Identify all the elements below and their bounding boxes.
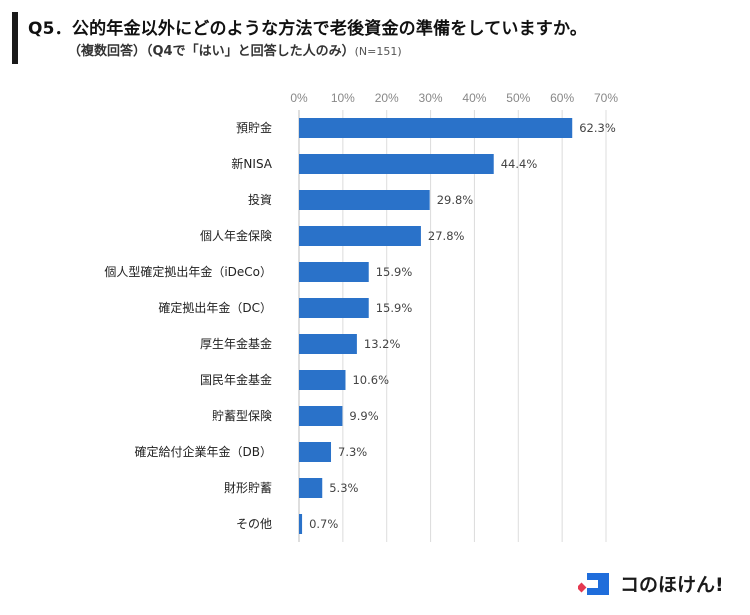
value-label: 29.8% xyxy=(437,193,474,207)
logo-text: コのほけん! xyxy=(620,574,724,596)
category-label: 個人年金保険 xyxy=(200,228,272,243)
bar xyxy=(299,370,346,390)
value-label: 10.6% xyxy=(352,373,389,387)
value-label: 44.4% xyxy=(501,157,538,171)
value-label: 15.9% xyxy=(376,265,413,279)
page-subtitle: （複数回答）（Q4で「はい」と回答した人のみ）(N=151) xyxy=(68,40,402,59)
sample-size: (N=151) xyxy=(354,45,402,58)
value-label: 13.2% xyxy=(364,337,401,351)
value-label: 15.9% xyxy=(376,301,413,315)
category-label: その他 xyxy=(236,517,272,531)
x-tick-label: 50% xyxy=(506,91,530,105)
subtitle-text: （複数回答）（Q4で「はい」と回答した人のみ） xyxy=(68,44,355,59)
page-title: Q5．公的年金以外にどのような方法で老後資金の準備をしていますか。 xyxy=(28,19,588,39)
category-label: 厚生年金基金 xyxy=(200,336,272,351)
value-label: 27.8% xyxy=(428,229,465,243)
brand-logo: コのほけん! xyxy=(578,570,724,597)
title-accent-bar xyxy=(12,12,18,64)
x-tick-label: 0% xyxy=(290,91,308,105)
x-tick-label: 60% xyxy=(550,91,574,105)
x-tick-label: 10% xyxy=(331,91,355,105)
bar xyxy=(299,478,323,498)
value-label: 7.3% xyxy=(338,445,367,459)
x-tick-label: 40% xyxy=(462,91,486,105)
x-tick-label: 20% xyxy=(375,91,399,105)
category-label: 財形貯蓄 xyxy=(224,480,272,495)
x-tick-label: 30% xyxy=(419,91,443,105)
category-label: 確定給付企業年金（DB） xyxy=(135,444,272,459)
x-tick-label: 70% xyxy=(594,91,618,105)
value-label: 62.3% xyxy=(579,121,616,135)
category-label: 国民年金基金 xyxy=(200,372,272,387)
bar xyxy=(299,406,343,426)
category-label: 確定拠出年金（DC） xyxy=(158,300,272,315)
category-label: 投資 xyxy=(248,192,272,207)
category-label: 新NISA xyxy=(231,156,272,171)
bar xyxy=(299,226,421,246)
bar xyxy=(299,262,369,282)
value-label: 9.9% xyxy=(349,409,378,423)
category-label: 個人型確定拠出年金（iDeCo） xyxy=(104,264,272,279)
bar xyxy=(299,514,303,534)
category-label: 貯蓄型保険 xyxy=(212,409,272,423)
bar xyxy=(299,190,430,210)
value-label: 0.7% xyxy=(309,517,338,531)
bar xyxy=(299,334,357,354)
bar xyxy=(299,298,369,318)
bar-chart: 0% 10% 20% 30% 40% 50% 60% 70% 預貯金 62.3% 新NISA 44.4… xyxy=(104,91,618,542)
kono-hoken-logo-icon xyxy=(578,572,609,595)
bar xyxy=(299,154,494,174)
bar xyxy=(299,442,332,462)
value-label: 5.3% xyxy=(329,481,358,495)
bar xyxy=(299,118,573,138)
category-label: 預貯金 xyxy=(236,120,272,135)
